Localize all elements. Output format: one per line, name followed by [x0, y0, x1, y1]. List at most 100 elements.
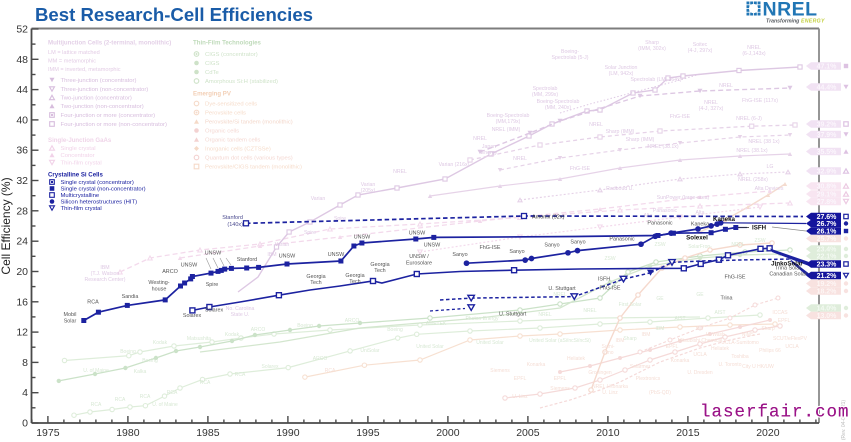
- svg-text:ISFH: ISFH: [752, 225, 767, 232]
- svg-text:United Solar (aSi/ncSi/ncSi): United Solar (aSi/ncSi/ncSi): [529, 338, 591, 344]
- svg-text:Plextronics: Plextronics: [636, 376, 661, 382]
- svg-text:MM = metamorphic: MM = metamorphic: [48, 59, 96, 65]
- svg-text:20: 20: [16, 266, 28, 278]
- svg-text:United Solar: United Solar: [416, 344, 444, 350]
- svg-text:RCA: RCA: [140, 394, 151, 400]
- svg-text:NREL: NREL: [747, 45, 761, 51]
- svg-text:21.2%: 21.2%: [817, 273, 838, 280]
- svg-text:Solar: Solar: [64, 319, 77, 325]
- svg-text:Heliatek: Heliatek: [567, 356, 586, 362]
- svg-text:Radboud U.: Radboud U.: [606, 186, 634, 192]
- svg-text:U. Linz: U. Linz: [602, 390, 618, 396]
- svg-text:12: 12: [16, 327, 28, 339]
- svg-text:1985: 1985: [196, 427, 220, 439]
- svg-text:1995: 1995: [356, 427, 380, 439]
- svg-text:Tech: Tech: [349, 279, 360, 285]
- svg-text:Sharp (IMM): Sharp (IMM): [606, 129, 635, 135]
- svg-text:Philips 66: Philips 66: [759, 348, 781, 354]
- svg-text:Amonix (92x): Amonix (92x): [532, 215, 565, 221]
- svg-text:SolarFron-: SolarFron-: [688, 244, 712, 250]
- svg-text:tomo: tomo: [602, 350, 613, 356]
- svg-text:Georgia: Georgia: [370, 262, 389, 268]
- svg-text:Soitec: Soitec: [693, 42, 708, 48]
- svg-text:NREL: NREL: [583, 308, 597, 314]
- svg-text:SunPower (large-area): SunPower (large-area): [657, 195, 710, 201]
- svg-text:Cell Efficiency (%): Cell Efficiency (%): [0, 177, 13, 274]
- svg-text:36: 36: [16, 145, 28, 157]
- svg-text:Organic cells: Organic cells: [205, 129, 239, 135]
- svg-text:Crystalline Si Cells: Crystalline Si Cells: [48, 172, 103, 179]
- svg-text:United Solar: United Solar: [476, 340, 504, 346]
- svg-text:NREL (38 1x): NREL (38 1x): [748, 139, 780, 145]
- svg-text:FhG-ISE (117x): FhG-ISE (117x): [742, 98, 778, 104]
- svg-text:GE: GE: [696, 292, 704, 298]
- svg-text:(MM,179x): (MM,179x): [496, 119, 521, 125]
- svg-text:Varian: Varian: [361, 182, 376, 188]
- svg-text:Eurosolare: Eurosolare: [406, 261, 432, 267]
- svg-text:Spectrolab: Spectrolab: [533, 86, 558, 92]
- svg-text:Varian: Varian: [311, 196, 326, 202]
- svg-text:UNSW: UNSW: [181, 263, 198, 269]
- svg-text:ARCO: ARCO: [345, 318, 360, 324]
- svg-text:Kodak: Kodak: [225, 332, 240, 338]
- svg-text:IMM = inverted, metamorphic: IMM = inverted, metamorphic: [48, 67, 121, 73]
- svg-text:Alta: Alta: [696, 210, 705, 216]
- svg-text:Mobil: Mobil: [64, 312, 77, 318]
- svg-text:Toshiba: Toshiba: [731, 354, 748, 360]
- svg-text:Georgia: Georgia: [345, 273, 364, 279]
- svg-text:2005: 2005: [516, 427, 540, 439]
- svg-text:Sanyo: Sanyo: [509, 249, 524, 255]
- svg-text:Stanford: Stanford: [237, 257, 257, 263]
- svg-text:NREL: NREL: [513, 156, 527, 162]
- svg-text:SCUT/eFlexPV: SCUT/eFlexPV: [773, 336, 808, 342]
- svg-text:Solarex: Solarex: [262, 364, 279, 370]
- svg-text:0: 0: [22, 418, 28, 430]
- svg-text:1990: 1990: [276, 427, 300, 439]
- svg-text:Perovskite cells: Perovskite cells: [205, 111, 246, 117]
- svg-text:Georgia: Georgia: [306, 274, 325, 280]
- svg-text:(MM, 240x): (MM, 240x): [545, 105, 572, 111]
- svg-text:28: 28: [16, 205, 28, 217]
- svg-text:Solarmer: Solarmer: [630, 364, 651, 370]
- svg-text:Solarex: Solarex: [205, 308, 224, 314]
- svg-text:Spire: Spire: [304, 230, 316, 236]
- svg-text:RCA: RCA: [200, 380, 211, 386]
- svg-text:IBM: IBM: [656, 326, 665, 332]
- svg-text:14.0%: 14.0%: [817, 306, 838, 313]
- svg-text:52: 52: [16, 24, 28, 36]
- svg-text:FhG-ISE: FhG-ISE: [725, 275, 746, 281]
- svg-text:24: 24: [16, 236, 28, 248]
- svg-text:Silicon heterostructures (HIT): Silicon heterostructures (HIT): [61, 200, 138, 206]
- svg-text:Canadian Solar: Canadian Solar: [769, 272, 806, 278]
- svg-text:Sandia: Sandia: [122, 294, 139, 300]
- svg-text:Quantum dot cells (various typ: Quantum dot cells (various types): [205, 156, 293, 162]
- svg-text:26.1%: 26.1%: [817, 229, 838, 236]
- svg-text:RCA: RCA: [325, 368, 336, 374]
- svg-text:ARCO: ARCO: [313, 356, 328, 362]
- svg-text:Sumi-: Sumi-: [601, 344, 614, 350]
- svg-text:(PbS-QD): (PbS-QD): [649, 390, 671, 396]
- svg-text:Organic tandem cells: Organic tandem cells: [205, 138, 260, 144]
- svg-text:(6-J,143x): (6-J,143x): [742, 51, 766, 57]
- svg-text:Sharp (IMM): Sharp (IMM): [626, 137, 655, 143]
- svg-text:AIST: AIST: [674, 316, 685, 322]
- svg-text:U. Stuttgart: U. Stuttgart: [548, 286, 576, 292]
- svg-text:ZSW: ZSW: [654, 242, 665, 248]
- svg-text:NREL: NREL: [763, 0, 818, 21]
- svg-text:Kaneka: Kaneka: [691, 222, 709, 228]
- svg-text:18.2%: 18.2%: [817, 289, 838, 296]
- svg-text:CIGS (concentrator): CIGS (concentrator): [205, 52, 258, 58]
- svg-text:NREL (38.1x): NREL (38.1x): [736, 148, 768, 154]
- svg-text:JinkoSolar: JinkoSolar: [771, 261, 803, 268]
- svg-text:27.8%: 27.8%: [817, 199, 838, 206]
- svg-text:AMETEK: AMETEK: [426, 321, 447, 327]
- svg-text:FhG-ISE: FhG-ISE: [600, 286, 621, 292]
- svg-text:RCA: RCA: [91, 402, 102, 408]
- svg-text:1975: 1975: [36, 427, 60, 439]
- svg-text:26.7%: 26.7%: [817, 221, 838, 228]
- svg-text:ENERGY: ENERGY: [801, 19, 825, 25]
- svg-text:Spire: Spire: [334, 216, 346, 222]
- svg-text:16: 16: [16, 296, 28, 308]
- svg-text:CIGS: CIGS: [205, 61, 219, 67]
- svg-text:EPFL: EPFL: [514, 376, 527, 382]
